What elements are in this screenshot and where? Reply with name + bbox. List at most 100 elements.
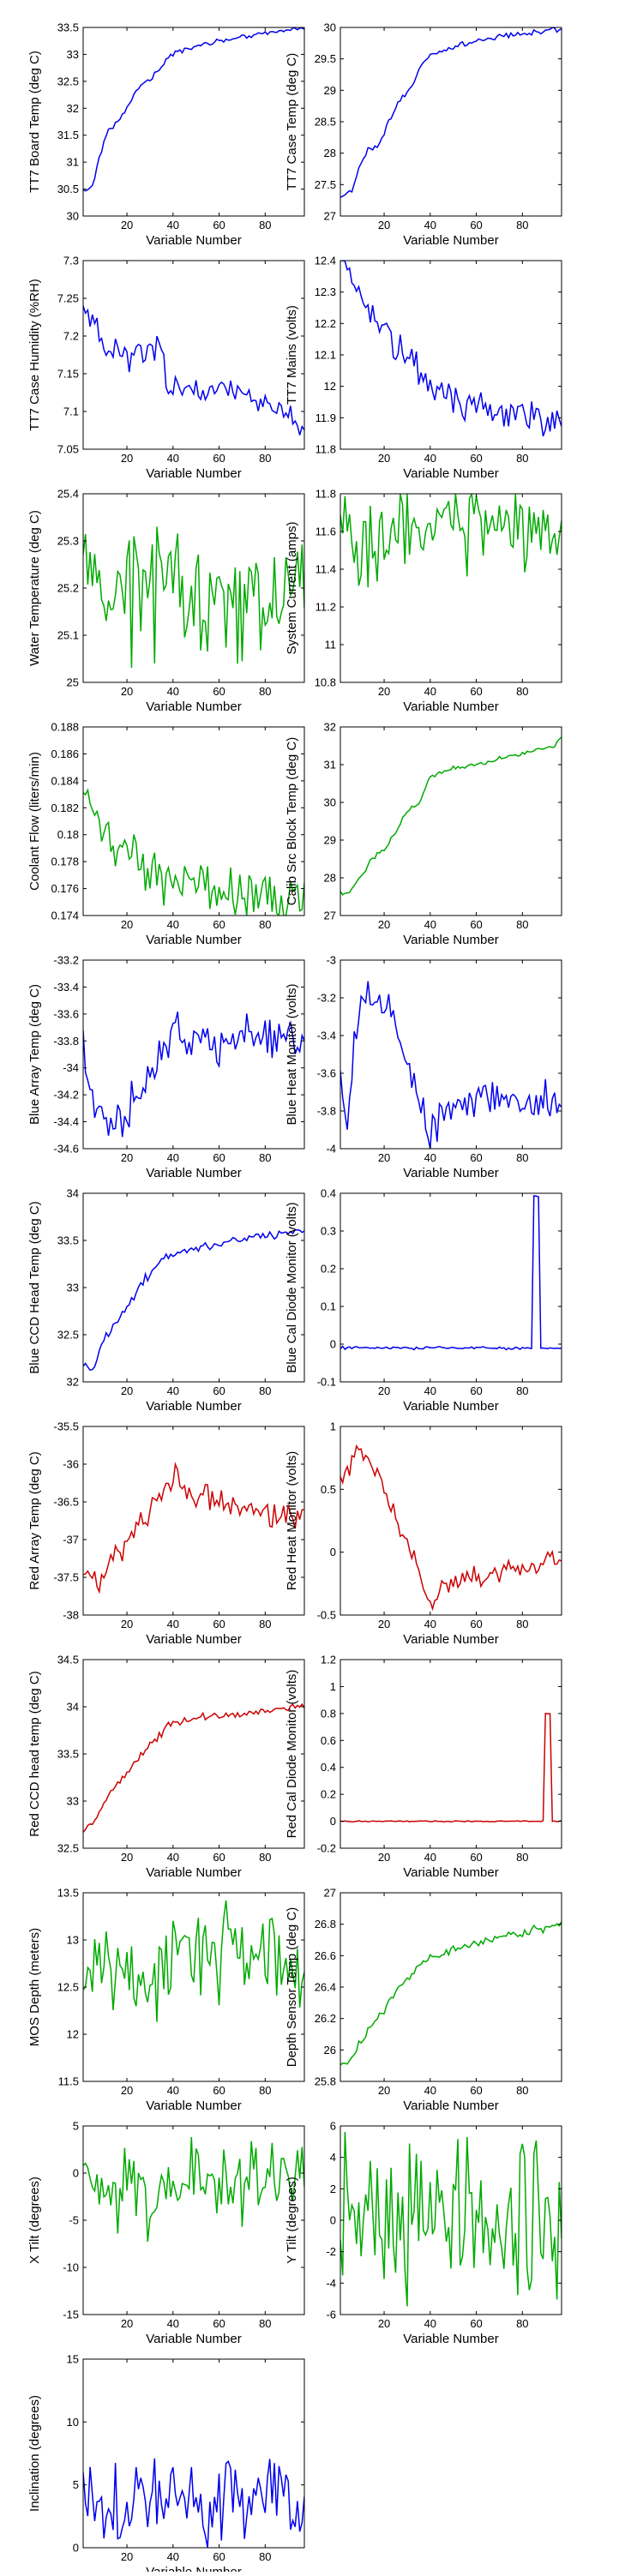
y-axis-label: Coolant Flow (liters/min) [27, 752, 42, 891]
y-tick-label: -0.5 [317, 1609, 336, 1622]
x-tick-label: 60 [213, 1151, 225, 1164]
x-tick-label: 80 [516, 1151, 528, 1164]
x-tick-label: 80 [259, 1151, 271, 1164]
y-axis-label: Y Tilt (degrees) [285, 2177, 299, 2263]
y-tick-label: -10 [63, 2261, 79, 2274]
y-tick-label: -3.4 [317, 1030, 336, 1042]
y-tick-label: 5 [73, 2120, 79, 2133]
chart-panel: 20 40 60 80 30 30.5 31 31.5 32 32.5 33 33.5 Variable… [27, 21, 305, 248]
x-tick-label: 20 [378, 452, 390, 465]
y-tick-label: 34 [67, 1701, 79, 1714]
y-tick-label: 0.174 [51, 910, 79, 922]
y-tick-label: 12.2 [315, 317, 336, 330]
x-tick-label: 80 [516, 2317, 528, 2330]
y-tick-label: 0.184 [51, 774, 79, 787]
y-axis-label: Calib Src Block Temp (deg C) [285, 737, 299, 905]
y-tick-label: 0 [73, 2167, 79, 2180]
y-axis-label: Blue Array Temp (deg C) [27, 984, 42, 1125]
y-tick-label: -34 [63, 1061, 79, 1074]
y-axis-label: Red Cal Diode Monitor (volts) [285, 1670, 299, 1839]
x-tick-label: 20 [378, 1151, 390, 1164]
x-tick-label: 20 [121, 1618, 133, 1630]
y-tick-label: 26 [324, 2044, 336, 2057]
axes-box [340, 1192, 562, 1383]
y-tick-label: 31.5 [57, 129, 79, 141]
chart-panel: 20 40 60 80 32.5 33 33.5 34 34.5 Variable Number R… [27, 1654, 305, 1880]
x-tick-label: 60 [213, 2084, 225, 2097]
y-tick-label: 32 [324, 721, 336, 734]
y-tick-label: -34.2 [53, 1089, 79, 1102]
y-tick-label: 30 [67, 210, 79, 223]
y-tick-label: 0.1 [321, 1300, 336, 1313]
x-tick-label: 80 [259, 1618, 271, 1630]
x-tick-label: 80 [259, 219, 271, 231]
y-tick-label: 0.178 [51, 856, 79, 868]
y-tick-label: 25.1 [57, 629, 79, 642]
y-tick-label: 28.5 [315, 116, 336, 129]
chart-panel: 20 40 60 80 -15 -10 -5 0 5 Variable Number X Tilt … [27, 2120, 305, 2346]
y-tick-label: 27 [324, 1887, 336, 1900]
series-line [340, 1921, 562, 2066]
x-tick-label: 80 [516, 1851, 528, 1864]
y-tick-label: 26.2 [315, 2012, 336, 2025]
y-tick-label: 12.3 [315, 285, 336, 298]
y-tick-label: 26.8 [315, 1918, 336, 1930]
y-axis-label: X Tilt (degrees) [27, 2177, 42, 2264]
x-tick-label: 80 [516, 1618, 528, 1630]
y-tick-label: 0.8 [321, 1707, 336, 1720]
y-tick-label: 32.5 [57, 75, 79, 87]
series-line [83, 1012, 304, 1138]
series-line [83, 2137, 304, 2243]
axes-box [340, 1426, 562, 1616]
y-tick-label: 12.1 [315, 349, 336, 362]
y-tick-label: 28 [324, 147, 336, 159]
x-tick-label: 20 [121, 2550, 133, 2563]
y-tick-label: -33.6 [53, 1007, 79, 1020]
y-tick-label: 32.5 [57, 1329, 79, 1342]
x-tick-label: 60 [470, 1618, 482, 1630]
y-tick-label: -6 [326, 2309, 336, 2321]
y-tick-label: 12.4 [315, 255, 336, 267]
x-axis-label: Variable Number [403, 1399, 498, 1414]
chart-panel: 20 40 60 80 27 27.5 28 28.5 29 29.5 30 Variable Num… [285, 21, 562, 248]
y-tick-label: 11.8 [315, 443, 336, 456]
chart-panel: 20 40 60 80 10.8 11 11.2 11.4 11.6 11.8 Variable N… [285, 488, 562, 714]
y-tick-label: 7.3 [63, 255, 79, 267]
x-tick-label: 60 [213, 1618, 225, 1630]
y-tick-label: 30.5 [57, 183, 79, 195]
x-tick-label: 40 [167, 2550, 179, 2563]
x-tick-label: 40 [424, 2317, 436, 2330]
x-tick-label: 60 [213, 2317, 225, 2330]
series-line [83, 2458, 304, 2548]
x-tick-label: 40 [424, 1384, 436, 1397]
x-tick-label: 40 [167, 219, 179, 231]
x-axis-label: Variable Number [146, 1166, 241, 1180]
chart-panel: 20 40 60 80 25.8 26 26.2 26.4 26.6 26.8 27 Variable… [285, 1887, 562, 2113]
x-tick-label: 40 [424, 1618, 436, 1630]
y-tick-label: -36.5 [53, 1496, 79, 1509]
x-axis-label: Variable Number [146, 2332, 241, 2346]
y-tick-label: -2 [326, 2245, 336, 2258]
chart-panel: 20 40 60 80 -34.6 -34.4 -34.2 -34 -33.8 -33.6 -33.… [27, 954, 305, 1180]
series-line [83, 1462, 304, 1594]
series-line [340, 494, 562, 588]
axes-box [82, 1192, 305, 1383]
y-tick-label: 0.5 [321, 1483, 336, 1496]
axes-box [82, 959, 305, 1150]
axes-box [340, 726, 562, 916]
y-tick-label: 28 [324, 872, 336, 885]
y-tick-label: -34.4 [53, 1115, 79, 1128]
x-tick-label: 20 [121, 2317, 133, 2330]
chart-panel: 20 40 60 80 11.5 12 12.5 13 13.5 Variable Number M… [27, 1887, 305, 2113]
x-tick-label: 40 [424, 452, 436, 465]
x-tick-label: 60 [470, 1851, 482, 1864]
y-tick-label: -3.8 [317, 1105, 336, 1118]
y-tick-label: 25.3 [57, 535, 79, 548]
y-tick-label: -33.2 [53, 954, 79, 967]
y-tick-label: 5 [73, 2478, 79, 2491]
x-tick-label: 40 [167, 685, 179, 698]
y-tick-label: 11 [325, 639, 337, 652]
axes-box [340, 1892, 562, 2082]
y-tick-label: 0.188 [51, 721, 79, 734]
